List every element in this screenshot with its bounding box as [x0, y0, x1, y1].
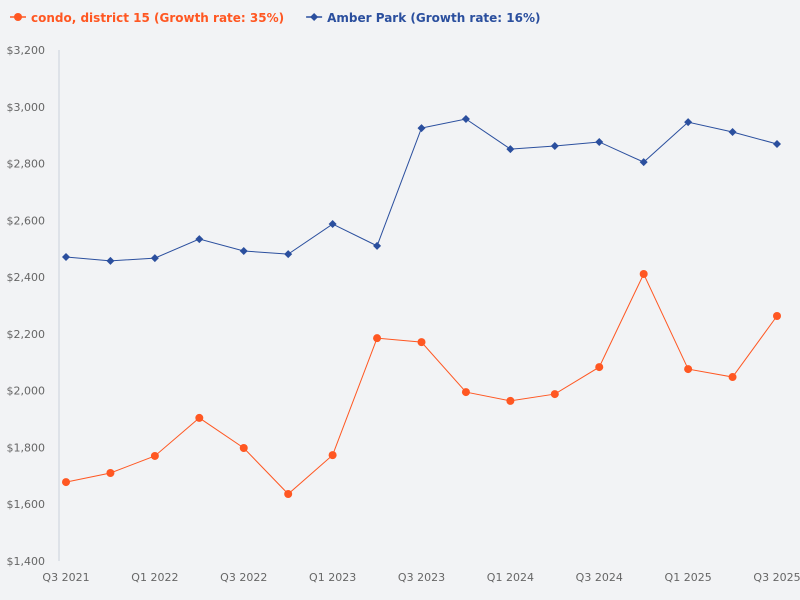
y-tick-label: $2,200 — [7, 328, 46, 341]
series-1 — [62, 114, 781, 265]
data-point — [639, 158, 648, 167]
data-point — [328, 220, 337, 229]
legend-item[interactable]: Amber Park (Growth rate: 16%) — [306, 11, 540, 25]
x-tick-label: Q3 2024 — [576, 571, 623, 584]
legend-marker-icon — [310, 13, 319, 21]
y-tick-label: $2,600 — [7, 214, 46, 227]
x-tick-label: Q1 2025 — [665, 571, 712, 584]
data-point — [684, 118, 693, 127]
x-tick-label: Q3 2021 — [42, 571, 89, 584]
x-tick-label: Q1 2022 — [131, 571, 178, 584]
data-point — [62, 252, 70, 261]
y-tick-label: $3,200 — [7, 44, 46, 57]
y-tick-label: $1,600 — [7, 498, 46, 511]
data-point — [461, 388, 470, 397]
data-point — [62, 478, 70, 487]
data-point — [595, 137, 604, 146]
x-tick-label: Q3 2023 — [398, 571, 445, 584]
data-point — [728, 128, 737, 137]
data-point — [639, 269, 648, 278]
y-tick-label: $2,800 — [7, 158, 46, 171]
data-point — [773, 139, 781, 148]
y-tick-label: $1,800 — [7, 441, 46, 454]
series-0 — [62, 269, 781, 499]
data-point — [684, 365, 693, 374]
data-point — [150, 451, 159, 460]
x-tick-label: Q3 2025 — [753, 571, 800, 584]
data-point — [195, 235, 204, 244]
data-point — [239, 246, 248, 255]
series-group — [62, 114, 781, 499]
data-point — [550, 141, 559, 150]
data-point — [284, 250, 293, 259]
data-point — [773, 312, 781, 321]
data-point — [550, 390, 559, 399]
data-point — [595, 363, 604, 372]
legend-label: condo, district 15 (Growth rate: 35%) — [31, 11, 284, 25]
y-tick-label: $2,000 — [7, 385, 46, 398]
data-point — [728, 373, 737, 382]
x-tick-label: Q3 2022 — [220, 571, 267, 584]
x-tick-label: Q1 2024 — [487, 571, 534, 584]
data-point — [195, 413, 204, 422]
series-line — [65, 118, 778, 262]
data-point — [417, 124, 426, 133]
data-point — [417, 338, 426, 347]
data-point — [461, 114, 470, 123]
data-point — [373, 334, 382, 343]
legend-marker-icon — [14, 13, 22, 21]
data-point — [239, 444, 248, 453]
legend: condo, district 15 (Growth rate: 35%) Amb… — [10, 11, 540, 25]
y-tick-label: $3,000 — [7, 101, 46, 114]
x-tick-label: Q1 2023 — [309, 571, 356, 584]
data-point — [150, 254, 159, 263]
legend-item[interactable]: condo, district 15 (Growth rate: 35%) — [10, 11, 284, 25]
data-point — [106, 256, 115, 265]
data-point — [284, 490, 293, 499]
data-point — [373, 241, 382, 250]
data-point — [506, 145, 515, 154]
x-axis: Q3 2021 Q1 2022 Q3 2022 Q1 2023 Q3 2023 Q1 20… — [42, 571, 800, 584]
y-axis: $1,400 $1,600 $1,800 $2,000 $2,200 $2,400 $2,6… — [7, 44, 60, 568]
data-point — [106, 468, 115, 477]
data-point — [328, 451, 337, 460]
y-tick-label: $1,400 — [7, 555, 46, 568]
data-point — [506, 396, 515, 405]
legend-label: Amber Park (Growth rate: 16%) — [327, 11, 540, 25]
y-tick-label: $2,400 — [7, 271, 46, 284]
series-line — [65, 272, 778, 495]
